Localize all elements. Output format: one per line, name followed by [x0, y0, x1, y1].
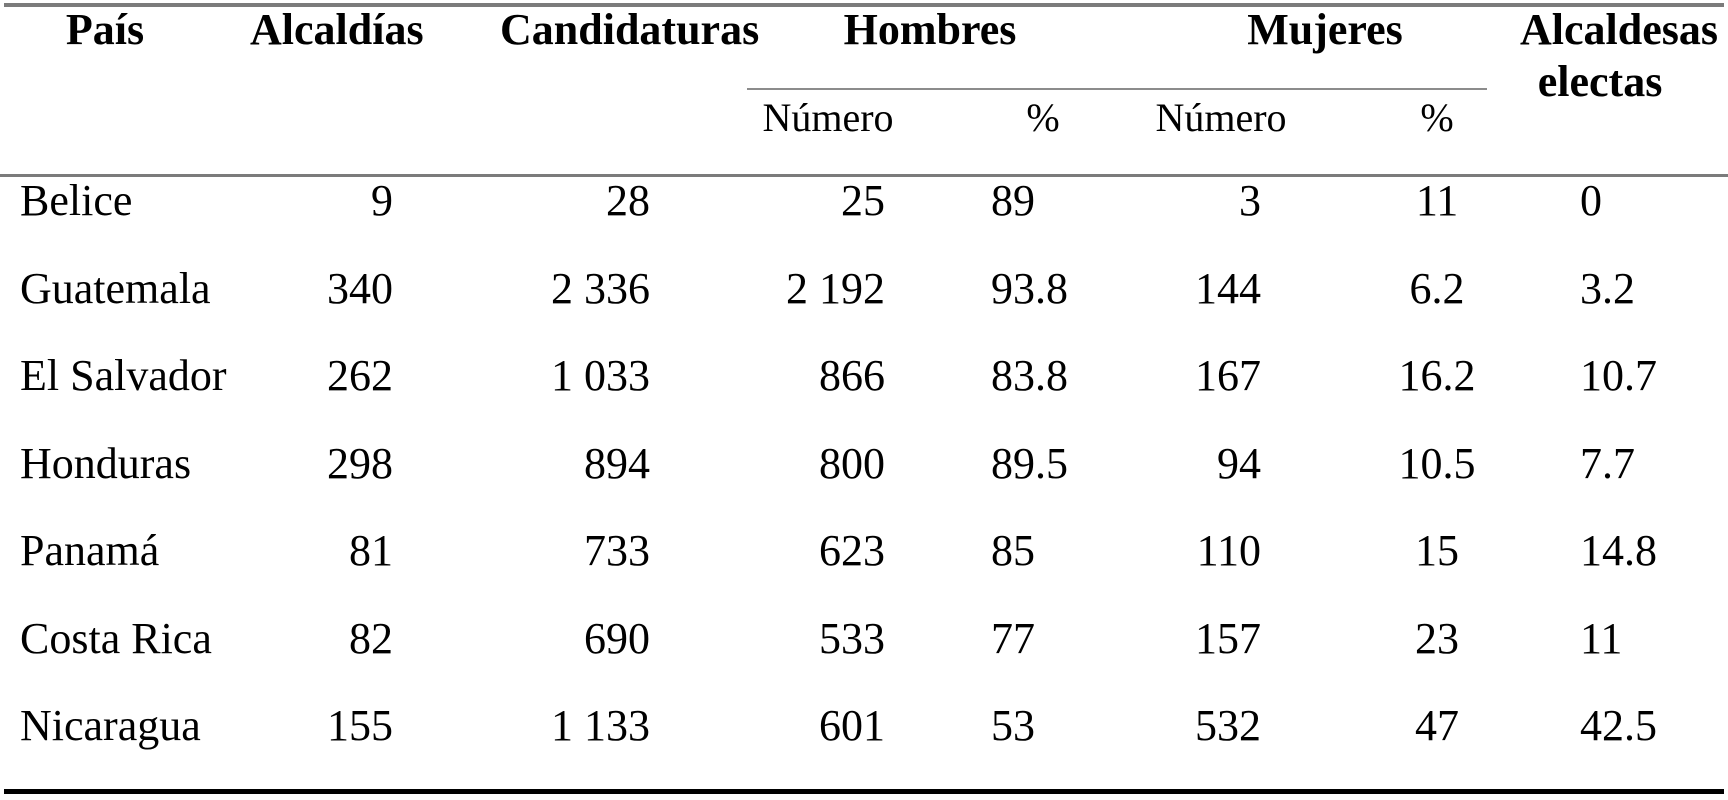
cell-hombres-pct: 83.8	[991, 351, 1068, 400]
cell-hombres-numero: 866	[819, 351, 885, 400]
header-row-subcolumns: Número % Número %	[0, 86, 1728, 175]
col-header-alcaldias: Alcaldías	[250, 5, 424, 54]
cell-hombres-numero: 601	[819, 701, 885, 750]
cell-pais: Panamá	[20, 526, 160, 575]
cell-pais: Belice	[20, 176, 133, 225]
hombres-mujeres-underline-rule	[747, 88, 1487, 90]
cell-alcaldias: 81	[349, 526, 393, 575]
table-row: Guatemala 340 2 336 2 192 93.8 144 6.2 3…	[0, 263, 1728, 351]
cell-pais: Guatemala	[20, 263, 211, 313]
cell-mujeres-pct: 16.2	[1398, 351, 1476, 400]
cell-alcaldesas-electas: 14.8	[1580, 526, 1658, 575]
table-row: Belice 9 28 25 89 3 11 0	[0, 175, 1728, 263]
cell-mujeres-numero: 110	[1196, 526, 1262, 575]
cell-alcaldias: 340	[327, 263, 393, 313]
cell-candidaturas: 28	[606, 176, 650, 225]
cell-pais: El Salvador	[20, 351, 227, 400]
cell-mujeres-numero: 157	[1195, 613, 1262, 663]
cell-alcaldias: 298	[327, 438, 393, 488]
cell-hombres-pct: 85	[991, 526, 1035, 575]
cell-alcaldesas-electas: 3.2	[1580, 263, 1636, 313]
subheader-hombres-pct: %	[1026, 95, 1060, 140]
cell-hombres-pct: 93.8	[991, 263, 1068, 313]
table-body: Belice 9 28 25 89 3 11 0 Guatemala 340 2…	[0, 175, 1728, 788]
cell-alcaldesas-electas: 11	[1580, 613, 1623, 663]
cell-mujeres-pct: 23	[1415, 613, 1460, 663]
table-row: El Salvador 262 1 033 866 83.8 167 16.2 …	[0, 350, 1728, 438]
cell-alcaldias: 9	[371, 176, 393, 225]
col-header-alcaldesas-line2: electas	[1537, 57, 1663, 106]
cell-alcaldesas-electas: 0	[1580, 176, 1603, 225]
table-row: Honduras 298 894 800 89.5 94 10.5 7.7	[0, 438, 1728, 526]
col-header-alcaldesas-line1: Alcaldesas	[1520, 5, 1719, 54]
table-row: Nicaragua 155 1 133 601 53 532 47 42.5	[0, 700, 1728, 788]
col-header-candidaturas: Candidaturas	[500, 5, 760, 54]
cell-hombres-pct: 53	[991, 701, 1035, 750]
cell-mujeres-pct: 6.2	[1409, 263, 1465, 313]
cell-hombres-numero: 623	[819, 526, 885, 575]
cell-mujeres-pct: 10.5	[1398, 438, 1476, 488]
table-row: Panamá 81 733 623 85 110 15 14.8	[0, 525, 1728, 613]
cell-hombres-numero: 533	[819, 613, 885, 663]
subheader-mujeres-numero: Número	[1155, 95, 1287, 140]
subheader-hombres-numero: Número	[762, 95, 894, 140]
subheader-mujeres-pct: %	[1420, 95, 1454, 140]
table-bottom-rule	[4, 789, 1724, 794]
cell-alcaldesas-electas: 10.7	[1580, 351, 1658, 400]
header-bottom-rule	[0, 174, 1728, 177]
cell-pais: Honduras	[20, 438, 192, 488]
cell-mujeres-numero: 532	[1195, 701, 1262, 750]
col-group-mujeres: Mujeres	[1247, 5, 1403, 54]
cell-mujeres-numero: 94	[1217, 438, 1262, 488]
cell-alcaldesas-electas: 7.7	[1580, 438, 1636, 488]
cell-hombres-numero: 800	[819, 438, 885, 488]
top-rule	[4, 3, 1724, 7]
table-header: País Alcaldías Candidaturas Hombres Muje…	[0, 0, 1728, 175]
cell-pais: Nicaragua	[20, 701, 201, 750]
cell-mujeres-numero: 144	[1195, 263, 1262, 313]
cell-alcaldesas-electas: 42.5	[1580, 701, 1658, 750]
cell-candidaturas: 733	[584, 526, 650, 575]
col-header-pais: País	[65, 5, 145, 54]
cell-candidaturas: 2 336	[551, 263, 650, 313]
cell-candidaturas: 1 133	[551, 701, 650, 750]
cell-hombres-numero: 25	[841, 176, 885, 225]
cell-candidaturas: 690	[584, 613, 650, 663]
cell-alcaldias: 82	[349, 613, 393, 663]
cell-hombres-pct: 89.5	[991, 438, 1068, 488]
table-row: Costa Rica 82 690 533 77 157 23 11	[0, 613, 1728, 701]
cell-mujeres-pct: 47	[1415, 701, 1460, 750]
cell-hombres-numero: 2 192	[786, 263, 885, 313]
cell-pais: Costa Rica	[20, 613, 212, 663]
cell-hombres-pct: 89	[991, 176, 1035, 225]
cell-hombres-pct: 77	[991, 613, 1035, 663]
cell-mujeres-pct: 15	[1415, 526, 1460, 575]
header-row-groups: País Alcaldías Candidaturas Hombres Muje…	[0, 0, 1728, 106]
cell-mujeres-numero: 3	[1239, 176, 1262, 225]
col-group-hombres: Hombres	[843, 5, 1017, 54]
cell-alcaldias: 262	[327, 351, 393, 400]
col-header-alcaldesas-electas: Alcaldesas electas	[1520, 0, 1728, 175]
cell-mujeres-pct: 11	[1415, 176, 1459, 225]
cell-candidaturas: 1 033	[551, 351, 650, 400]
cell-alcaldias: 155	[327, 701, 393, 750]
cell-candidaturas: 894	[584, 438, 650, 488]
cell-mujeres-numero: 167	[1195, 351, 1262, 400]
